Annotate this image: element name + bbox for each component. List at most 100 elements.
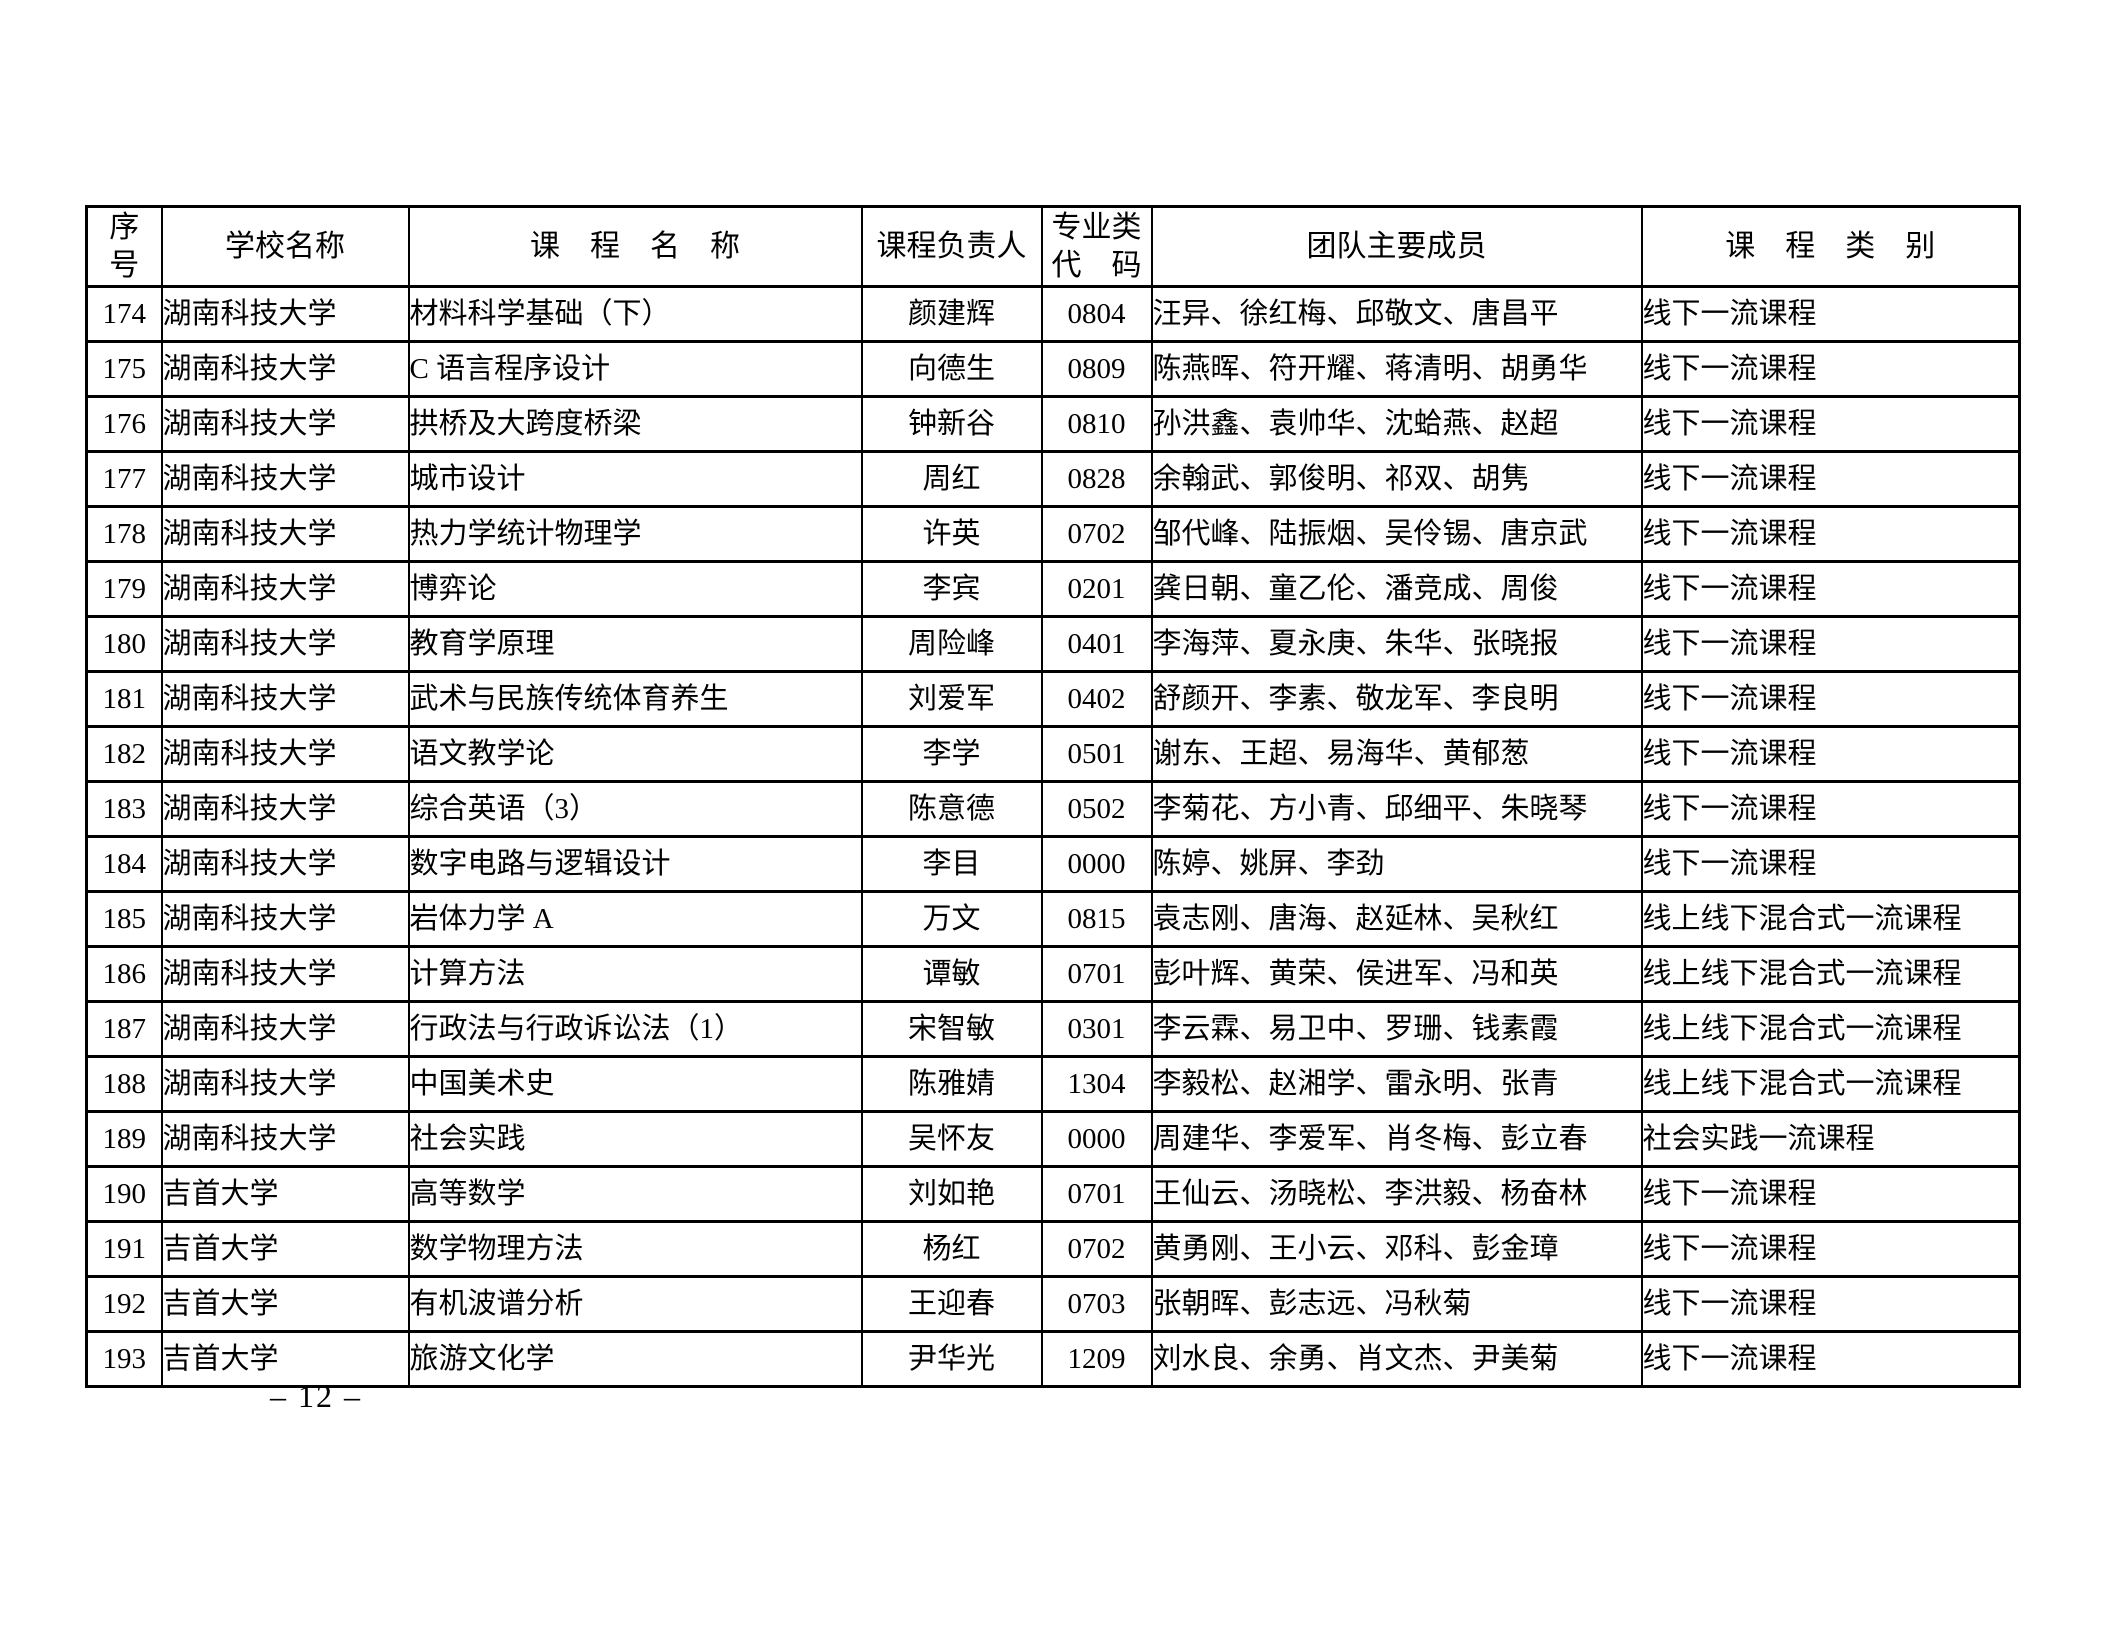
cell-members: 黄勇刚、王小云、邓科、彭金璋 <box>1150 1220 1643 1278</box>
cell-school: 吉首大学 <box>160 1330 410 1388</box>
cell-course: 城市设计 <box>407 450 863 508</box>
table-row: 179 湖南科技大学 博弈论 李宾 0201 龚日朝、童乙伦、潘竞成、周俊 线下… <box>85 560 2021 618</box>
cell-leader: 陈雅婧 <box>860 1055 1043 1113</box>
cell-course: 计算方法 <box>407 945 863 1003</box>
header-code: 专业类 代 码 <box>1040 205 1153 288</box>
cell-index: 182 <box>85 725 163 783</box>
cell-category: 社会实践一流课程 <box>1640 1110 2021 1168</box>
cell-members: 邹代峰、陆振烟、吴伶锡、唐京武 <box>1150 505 1643 563</box>
cell-school: 湖南科技大学 <box>160 835 410 893</box>
cell-school: 湖南科技大学 <box>160 450 410 508</box>
table-row: 176 湖南科技大学 拱桥及大跨度桥梁 钟新谷 0810 孙洪鑫、袁帅华、沈蛤燕… <box>85 395 2021 453</box>
table-row: 187 湖南科技大学 行政法与行政诉讼法（1） 宋智敏 0301 李云霖、易卫中… <box>85 1000 2021 1058</box>
cell-leader: 尹华光 <box>860 1330 1043 1388</box>
cell-members: 龚日朝、童乙伦、潘竞成、周俊 <box>1150 560 1643 618</box>
table-row: 191 吉首大学 数学物理方法 杨红 0702 黄勇刚、王小云、邓科、彭金璋 线… <box>85 1220 2021 1278</box>
cell-code: 0701 <box>1040 1165 1153 1223</box>
cell-category: 线下一流课程 <box>1640 505 2021 563</box>
cell-code: 0401 <box>1040 615 1153 673</box>
table-header-row: 序 号 学校名称 课 程 名 称 课程负责人 专业类 代 码 团队主要成员 课 … <box>85 205 2021 288</box>
cell-leader: 许英 <box>860 505 1043 563</box>
cell-course: 博弈论 <box>407 560 863 618</box>
header-members: 团队主要成员 <box>1150 205 1643 288</box>
cell-code: 0402 <box>1040 670 1153 728</box>
cell-code: 0000 <box>1040 835 1153 893</box>
cell-members: 汪异、徐红梅、邱敬文、唐昌平 <box>1150 285 1643 343</box>
cell-code: 0201 <box>1040 560 1153 618</box>
cell-code: 1209 <box>1040 1330 1153 1388</box>
cell-category: 线下一流课程 <box>1640 670 2021 728</box>
cell-index: 180 <box>85 615 163 673</box>
cell-members: 王仙云、汤晓松、李洪毅、杨奋林 <box>1150 1165 1643 1223</box>
cell-course: 社会实践 <box>407 1110 863 1168</box>
cell-index: 181 <box>85 670 163 728</box>
cell-course: 高等数学 <box>407 1165 863 1223</box>
cell-category: 线下一流课程 <box>1640 395 2021 453</box>
cell-category: 线下一流课程 <box>1640 1330 2021 1388</box>
cell-course: 旅游文化学 <box>407 1330 863 1388</box>
cell-index: 193 <box>85 1330 163 1388</box>
cell-category: 线下一流课程 <box>1640 725 2021 783</box>
cell-category: 线下一流课程 <box>1640 1220 2021 1278</box>
cell-school: 湖南科技大学 <box>160 505 410 563</box>
cell-leader: 宋智敏 <box>860 1000 1043 1058</box>
cell-category: 线下一流课程 <box>1640 450 2021 508</box>
cell-school: 吉首大学 <box>160 1165 410 1223</box>
table-row: 185 湖南科技大学 岩体力学 A 万文 0815 袁志刚、唐海、赵延林、吴秋红… <box>85 890 2021 948</box>
cell-index: 192 <box>85 1275 163 1333</box>
table-row: 184 湖南科技大学 数字电路与逻辑设计 李目 0000 陈婷、姚屏、李劲 线下… <box>85 835 2021 893</box>
cell-leader: 陈意德 <box>860 780 1043 838</box>
cell-school: 湖南科技大学 <box>160 340 410 398</box>
table-row: 175 湖南科技大学 C 语言程序设计 向德生 0809 陈燕晖、符开耀、蒋清明… <box>85 340 2021 398</box>
cell-school: 吉首大学 <box>160 1275 410 1333</box>
cell-members: 李云霖、易卫中、罗珊、钱素霞 <box>1150 1000 1643 1058</box>
header-category: 课 程 类 别 <box>1640 205 2021 288</box>
cell-index: 174 <box>85 285 163 343</box>
cell-course: 武术与民族传统体育养生 <box>407 670 863 728</box>
table-row: 182 湖南科技大学 语文教学论 李学 0501 谢东、王超、易海华、黄郁葱 线… <box>85 725 2021 783</box>
cell-school: 湖南科技大学 <box>160 670 410 728</box>
page-number: – 12 – <box>270 1378 362 1414</box>
cell-school: 湖南科技大学 <box>160 945 410 1003</box>
cell-leader: 颜建辉 <box>860 285 1043 343</box>
cell-index: 191 <box>85 1220 163 1278</box>
cell-course: 热力学统计物理学 <box>407 505 863 563</box>
cell-category: 线上线下混合式一流课程 <box>1640 945 2021 1003</box>
cell-members: 谢东、王超、易海华、黄郁葱 <box>1150 725 1643 783</box>
cell-index: 189 <box>85 1110 163 1168</box>
cell-leader: 王迎春 <box>860 1275 1043 1333</box>
cell-category: 线下一流课程 <box>1640 780 2021 838</box>
cell-course: 数字电路与逻辑设计 <box>407 835 863 893</box>
cell-course: 拱桥及大跨度桥梁 <box>407 395 863 453</box>
cell-index: 185 <box>85 890 163 948</box>
table-row: 180 湖南科技大学 教育学原理 周险峰 0401 李海萍、夏永庚、朱华、张晓报… <box>85 615 2021 673</box>
table-row: 192 吉首大学 有机波谱分析 王迎春 0703 张朝晖、彭志远、冯秋菊 线下一… <box>85 1275 2021 1333</box>
cell-course: 教育学原理 <box>407 615 863 673</box>
table-row: 189 湖南科技大学 社会实践 吴怀友 0000 周建华、李爱军、肖冬梅、彭立春… <box>85 1110 2021 1168</box>
cell-code: 0000 <box>1040 1110 1153 1168</box>
cell-course: 数学物理方法 <box>407 1220 863 1278</box>
header-course: 课 程 名 称 <box>407 205 863 288</box>
cell-course: C 语言程序设计 <box>407 340 863 398</box>
course-table: 序 号 学校名称 课 程 名 称 课程负责人 专业类 代 码 团队主要成员 课 … <box>85 205 2021 1388</box>
cell-code: 0502 <box>1040 780 1153 838</box>
cell-code: 0703 <box>1040 1275 1153 1333</box>
cell-members: 张朝晖、彭志远、冯秋菊 <box>1150 1275 1643 1333</box>
cell-course: 语文教学论 <box>407 725 863 783</box>
cell-school: 湖南科技大学 <box>160 725 410 783</box>
cell-school: 吉首大学 <box>160 1220 410 1278</box>
cell-leader: 周险峰 <box>860 615 1043 673</box>
cell-school: 湖南科技大学 <box>160 890 410 948</box>
cell-category: 线下一流课程 <box>1640 340 2021 398</box>
table-row: 186 湖南科技大学 计算方法 谭敏 0701 彭叶辉、黄荣、侯进军、冯和英 线… <box>85 945 2021 1003</box>
table-row: 174 湖南科技大学 材料科学基础（下） 颜建辉 0804 汪异、徐红梅、邱敬文… <box>85 285 2021 343</box>
cell-category: 线下一流课程 <box>1640 615 2021 673</box>
cell-members: 彭叶辉、黄荣、侯进军、冯和英 <box>1150 945 1643 1003</box>
cell-code: 0301 <box>1040 1000 1153 1058</box>
cell-index: 183 <box>85 780 163 838</box>
cell-code: 0702 <box>1040 505 1153 563</box>
cell-leader: 杨红 <box>860 1220 1043 1278</box>
cell-code: 0815 <box>1040 890 1153 948</box>
header-school: 学校名称 <box>160 205 410 288</box>
